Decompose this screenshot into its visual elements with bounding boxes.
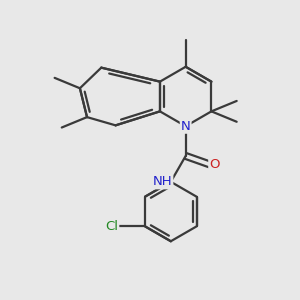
Text: N: N	[181, 120, 190, 133]
Text: Cl: Cl	[105, 220, 118, 233]
Text: O: O	[209, 158, 220, 171]
Text: NH: NH	[153, 175, 172, 188]
